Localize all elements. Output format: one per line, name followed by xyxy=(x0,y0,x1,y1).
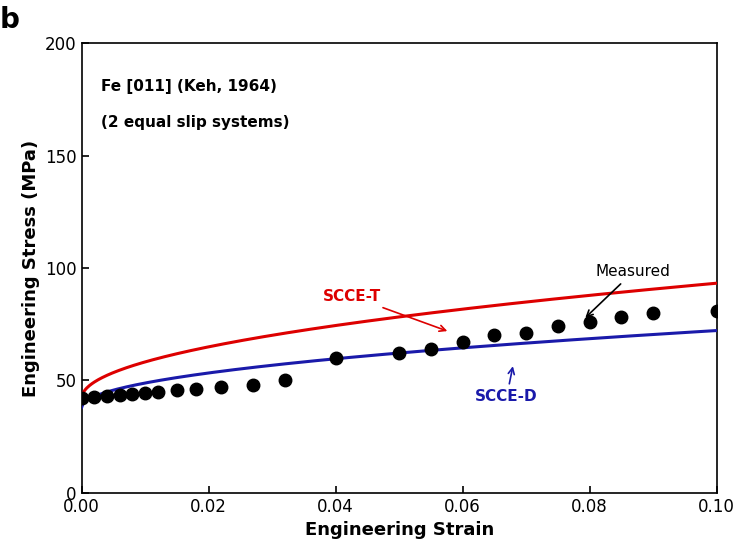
Text: Measured: Measured xyxy=(587,264,671,317)
Point xyxy=(584,318,596,327)
Text: SCCE-D: SCCE-D xyxy=(476,368,538,404)
Point xyxy=(171,386,183,395)
Point xyxy=(114,390,125,399)
Text: (2 equal slip systems): (2 equal slip systems) xyxy=(101,115,289,130)
Point xyxy=(488,331,500,340)
Text: Fe [011] (Keh, 1964): Fe [011] (Keh, 1964) xyxy=(101,79,277,94)
Point xyxy=(457,338,469,347)
Text: SCCE-T: SCCE-T xyxy=(323,289,446,331)
Point xyxy=(247,381,259,389)
Point xyxy=(279,376,291,385)
Point xyxy=(101,391,113,400)
Point xyxy=(152,387,164,396)
Point xyxy=(615,313,627,322)
Text: b: b xyxy=(0,7,19,34)
Point xyxy=(88,393,100,401)
Point xyxy=(190,385,202,394)
Point xyxy=(425,345,437,353)
Point xyxy=(647,308,659,317)
Point xyxy=(127,389,139,398)
Point xyxy=(552,322,564,331)
Y-axis label: Engineering Stress (MPa): Engineering Stress (MPa) xyxy=(22,139,39,396)
Point xyxy=(393,349,405,358)
Point xyxy=(329,353,341,362)
Point xyxy=(215,383,227,391)
X-axis label: Engineering Strain: Engineering Strain xyxy=(304,521,493,539)
Point xyxy=(76,394,88,402)
Point xyxy=(520,329,532,337)
Point xyxy=(139,388,151,397)
Point xyxy=(711,306,723,315)
